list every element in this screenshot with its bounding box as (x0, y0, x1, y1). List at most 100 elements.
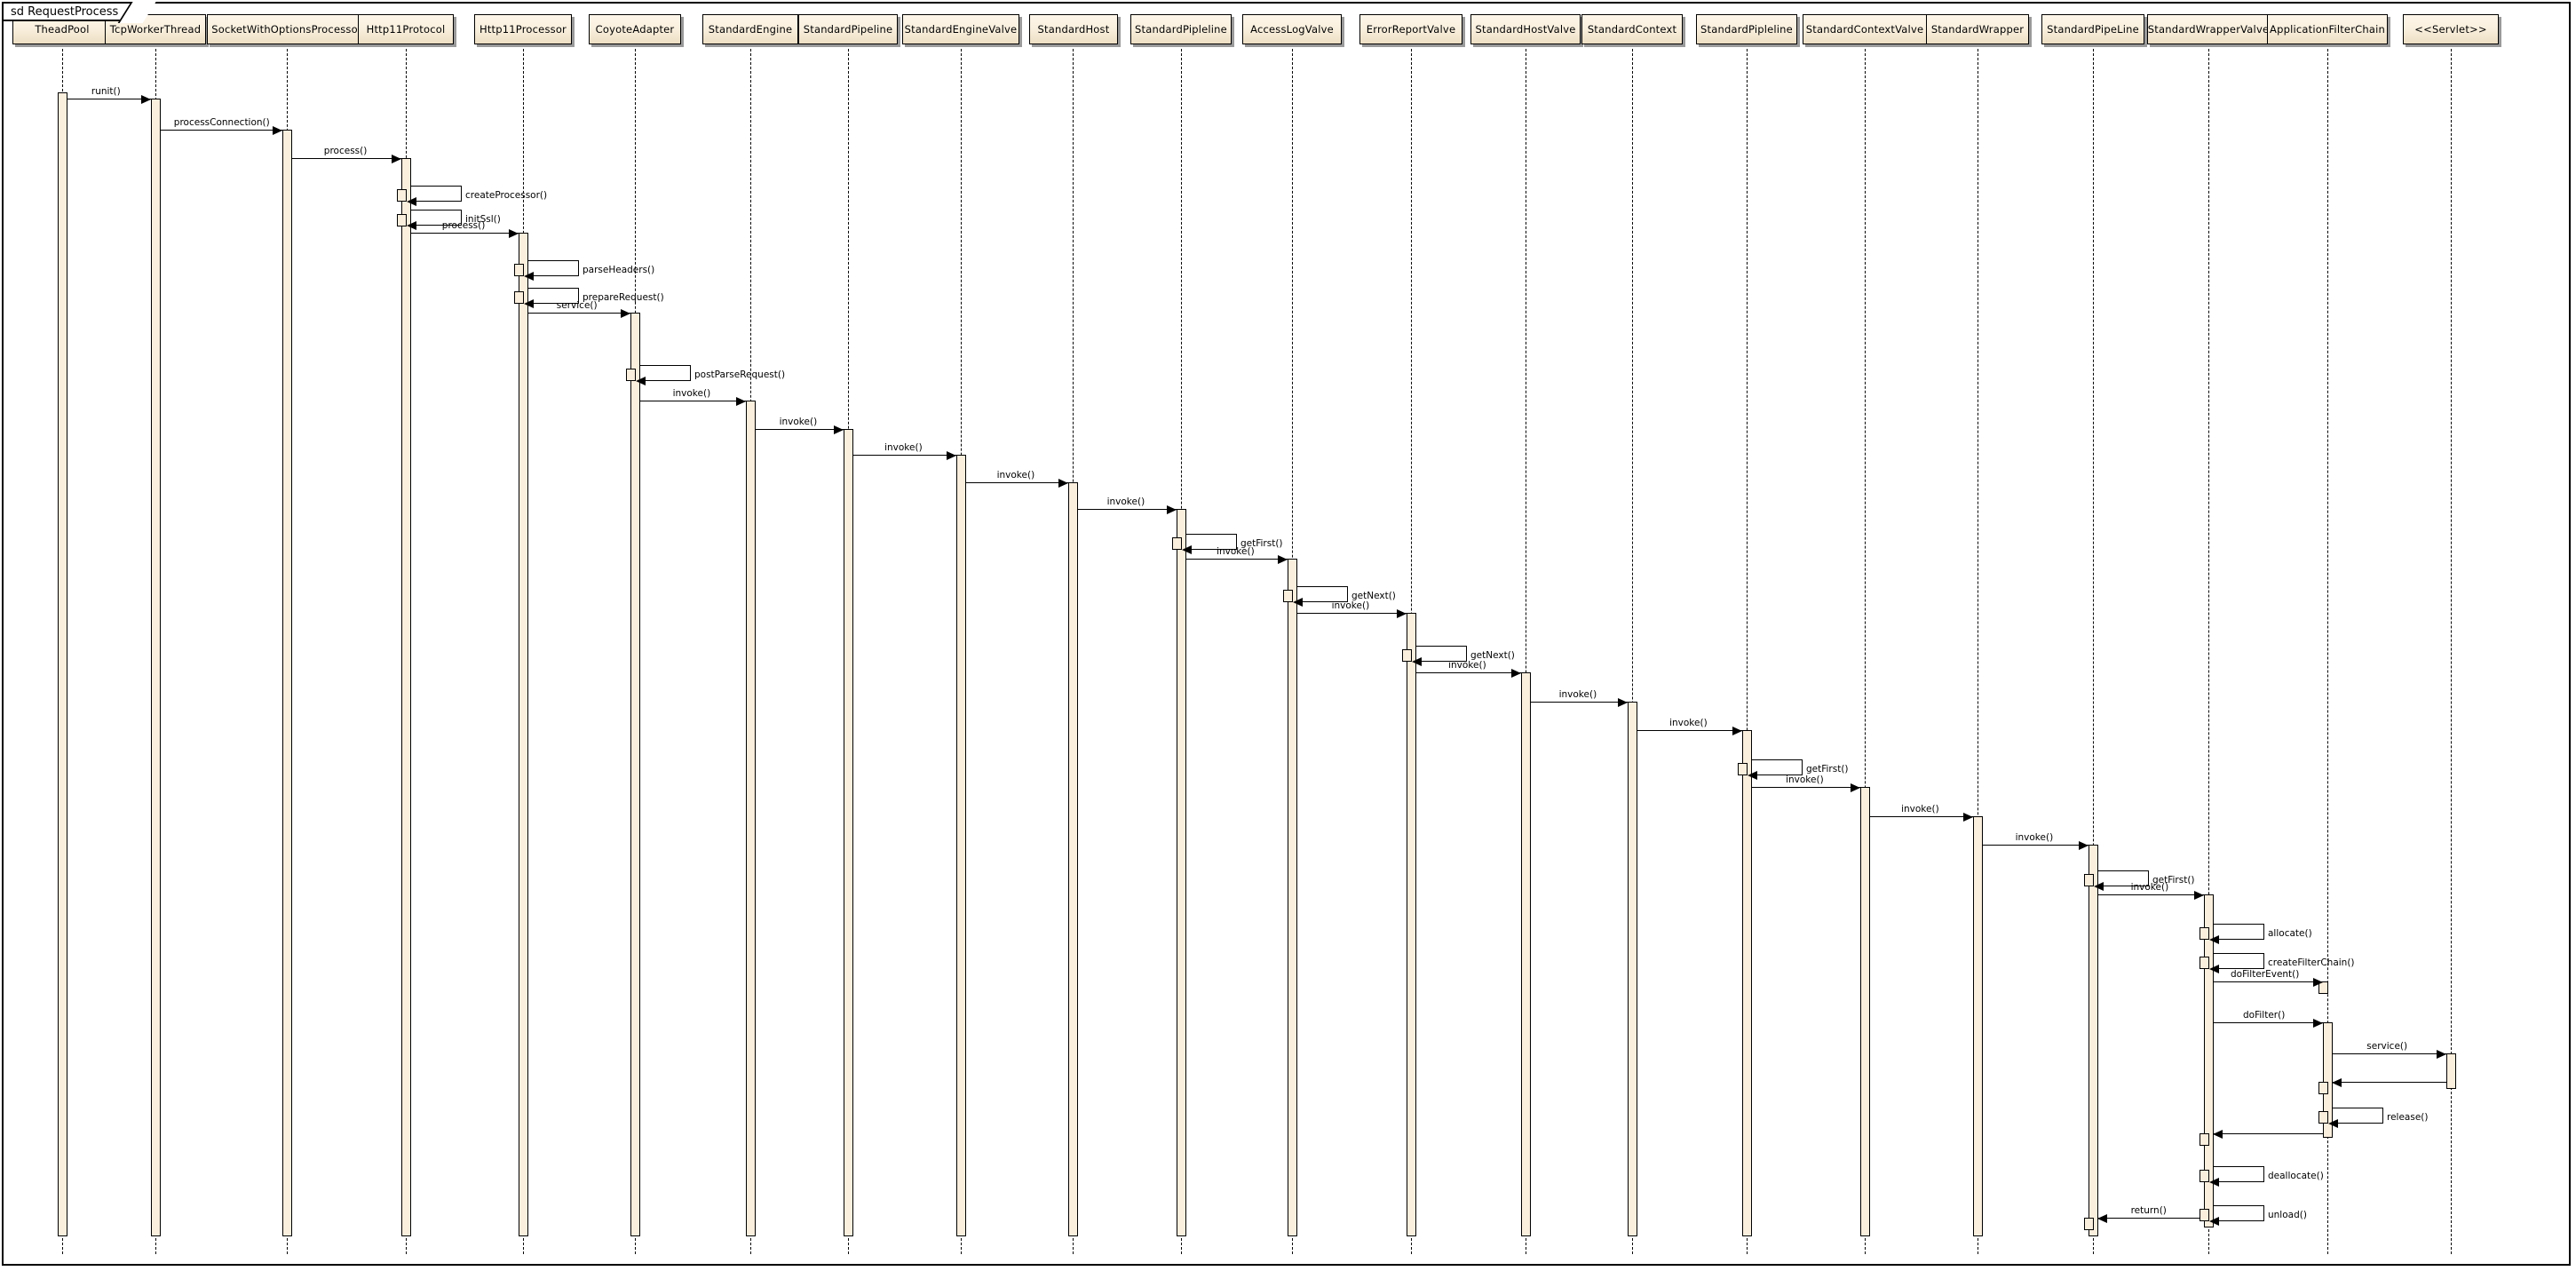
self-message-30[interactable] (2213, 953, 2264, 969)
lifeline-head-standardpipeline1[interactable]: StandardPipeline (798, 14, 898, 44)
arrowhead-left-icon (1293, 598, 1303, 607)
message-label: process() (441, 220, 486, 231)
lifeline-head-coyoteadapter[interactable]: CoyoteAdapter (589, 14, 681, 44)
lifeline-head-standardwrapper[interactable]: StandardWrapper (1926, 14, 2029, 44)
arrowhead-left-icon (2332, 1077, 2342, 1087)
self-message-29[interactable] (2213, 924, 2264, 940)
message-label: getFirst() (2152, 875, 2195, 886)
lifeline-head-http11protocol[interactable]: Http11Protocol (358, 14, 454, 44)
lifeline-label: Http11Protocol (366, 23, 446, 36)
lifeline-label: StandardPipeline (803, 23, 893, 36)
message-14-call[interactable] (1077, 509, 1177, 510)
activation-bar-standardwrapper (1973, 816, 1983, 1236)
lifeline-label: StandardEngineValve (904, 23, 1018, 36)
self-message-3[interactable] (410, 186, 462, 202)
lifeline-head-tcpworkerthread[interactable]: TcpWorkerThread (105, 14, 206, 44)
arrowhead-right-icon (273, 125, 282, 135)
self-message-37[interactable] (2213, 1166, 2264, 1182)
message-2-call[interactable] (291, 158, 401, 159)
activation-bar-standardpipleline2 (1177, 509, 1186, 1236)
lifeline-head-standardpipleline3[interactable]: StandardPipleline (1696, 14, 1797, 44)
lifeline-head-standardhost[interactable]: StandardHost (1029, 14, 1118, 44)
message-20-call[interactable] (1415, 672, 1521, 673)
lifeline-label: CoyoteAdapter (595, 23, 675, 36)
lifeline-head-standardhostvalve[interactable]: StandardHostValve (1470, 14, 1581, 44)
message-21-call[interactable] (1530, 702, 1628, 703)
message-label: invoke() (2130, 882, 2169, 893)
lifeline-head-standardcontextvalve[interactable]: StandardContextValve (1803, 14, 1927, 44)
message-11-call[interactable] (755, 429, 844, 430)
self-message-27[interactable] (2097, 870, 2149, 886)
lifeline-head-servlet[interactable]: <<Servlet>> (2403, 14, 2499, 44)
lifeline-label: StandardHost (1037, 23, 1110, 36)
self-message-9[interactable] (639, 365, 691, 381)
arrowhead-right-icon (141, 94, 151, 104)
activation-bar-standardhostvalve (1521, 672, 1531, 1236)
message-1-call[interactable] (160, 130, 282, 131)
message-label: doFilter() (2243, 1010, 2286, 1021)
lifeline-head-socketwithoptions[interactable]: SocketWithOptionsProcessor (207, 14, 367, 44)
nested-activation-http11protocol-1 (397, 214, 407, 226)
message-label: createProcessor() (465, 190, 548, 201)
self-message-15[interactable] (1185, 534, 1237, 550)
nested-activation-standardwrappervalve-10 (2200, 927, 2209, 940)
nested-activation-errorreportvalve-7 (1402, 649, 1412, 662)
self-message-38[interactable] (2213, 1205, 2264, 1221)
arrowhead-left-icon (1412, 657, 1422, 666)
message-28-call[interactable] (2097, 894, 2204, 895)
lifeline-head-http11processor[interactable]: Http11Processor (474, 14, 572, 44)
message-34-return[interactable] (2332, 1082, 2446, 1083)
arrowhead-left-icon (2328, 1119, 2338, 1128)
self-message-4[interactable] (410, 210, 462, 226)
message-16-call[interactable] (1185, 559, 1288, 560)
lifeline-head-standardenginevalve[interactable]: StandardEngineValve (902, 14, 1019, 44)
message-8-call[interactable] (527, 313, 630, 314)
nested-activation-standardwrappervalve-11 (2200, 957, 2209, 969)
lifeline-head-standardengine[interactable]: StandardEngine (702, 14, 798, 44)
message-31-call[interactable] (2213, 981, 2323, 982)
arrowhead-right-icon (392, 154, 401, 163)
nested-activation-standardpipeline4-9 (2084, 874, 2094, 886)
message-label: service() (556, 300, 598, 311)
lifeline-head-standardpipeline4[interactable]: StandardPipeLine (2041, 14, 2144, 44)
lifeline-head-errorreportvalve[interactable]: ErrorReportValve (1359, 14, 1462, 44)
lifeline-label: TheadPool (35, 23, 90, 36)
message-13-call[interactable] (965, 482, 1068, 483)
message-39-return[interactable] (2097, 1218, 2204, 1219)
nested-activation-standardpipeline4-18 (2084, 1218, 2094, 1230)
message-12-call[interactable] (852, 455, 956, 456)
lifeline-head-standardcontext[interactable]: StandardContext (1581, 14, 1683, 44)
arrowhead-right-icon (1732, 726, 1742, 735)
message-5-call[interactable] (410, 233, 519, 234)
message-25-call[interactable] (1869, 816, 1973, 817)
activation-bar-standardhost (1068, 482, 1078, 1236)
arrowhead-left-icon (2209, 1178, 2219, 1187)
lifeline-label: StandardContext (1587, 23, 1677, 36)
message-36-return[interactable] (2213, 1133, 2323, 1134)
lifeline-head-applicationfilterchain[interactable]: ApplicationFilterChain (2267, 14, 2388, 44)
message-32-call[interactable] (2213, 1022, 2323, 1023)
arrowhead-right-icon (1058, 478, 1068, 488)
activation-bar-standardcontext (1628, 702, 1637, 1236)
lifeline-head-accesslogvalve[interactable]: AccessLogValve (1242, 14, 1342, 44)
lifeline-head-standardpipleline2[interactable]: StandardPipleline (1130, 14, 1232, 44)
message-label: getFirst() (1806, 764, 1849, 775)
arrowhead-left-icon (524, 272, 534, 281)
message-26-call[interactable] (1982, 845, 2089, 846)
self-message-19[interactable] (1415, 646, 1467, 662)
activation-bar-threadpool (58, 92, 67, 1236)
message-18-call[interactable] (1296, 613, 1407, 614)
arrowhead-right-icon (1511, 668, 1521, 678)
message-33-call[interactable] (2332, 1053, 2446, 1054)
message-24-call[interactable] (1751, 787, 1860, 788)
message-label: release() (2387, 1112, 2429, 1123)
self-message-23[interactable] (1751, 759, 1803, 775)
self-message-7[interactable] (527, 288, 579, 304)
message-label: invoke() (884, 442, 923, 453)
self-message-17[interactable] (1296, 586, 1348, 602)
self-message-35[interactable] (2332, 1108, 2383, 1124)
lifeline-head-standardwrappervalve[interactable]: StandardWrapperValve (2147, 14, 2270, 44)
message-22-call[interactable] (1637, 730, 1742, 731)
self-message-6[interactable] (527, 260, 579, 276)
lifeline-head-threadpool[interactable]: TheadPool (12, 14, 112, 44)
